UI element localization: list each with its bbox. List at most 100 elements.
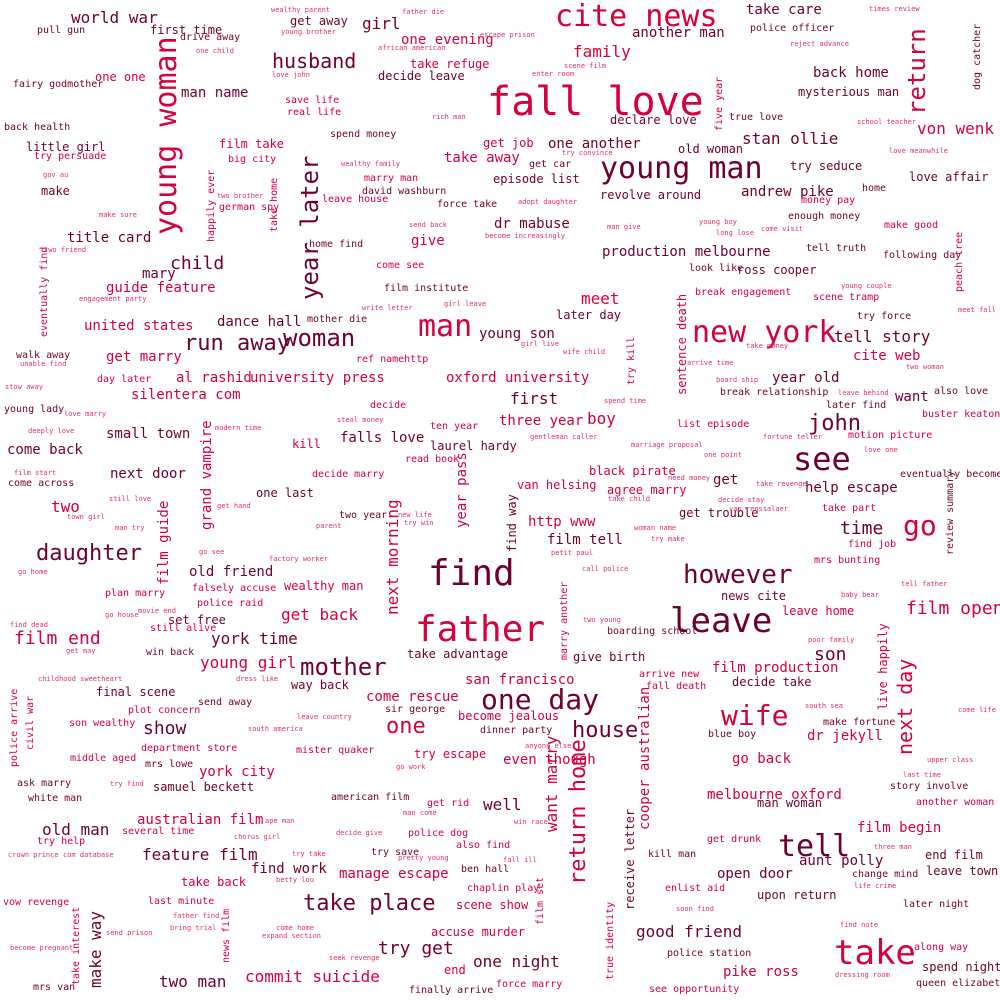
- cloud-word: take away: [444, 150, 520, 166]
- cloud-word: go see: [199, 548, 225, 556]
- cloud-word: eventually become: [900, 469, 1000, 480]
- cloud-word: university press: [250, 370, 385, 386]
- cloud-word: decide take: [732, 675, 812, 689]
- cloud-word: walk away: [16, 350, 71, 361]
- cloud-word: blue boy: [708, 729, 757, 740]
- cloud-word: school teacher: [857, 118, 917, 126]
- cloud-word: oxford university: [446, 370, 590, 386]
- cloud-word: agree marry: [607, 483, 687, 497]
- cloud-word: real life: [287, 107, 342, 118]
- cloud-word: take home: [269, 177, 280, 232]
- cloud-word: ten year: [430, 421, 479, 432]
- cloud-word: get hand: [217, 502, 251, 510]
- cloud-word: still love: [109, 495, 152, 503]
- cloud-word: soon find: [676, 905, 714, 913]
- cloud-word: fall love: [487, 79, 704, 125]
- cloud-word: well: [483, 795, 522, 814]
- cloud-word: leave town: [926, 864, 999, 878]
- cloud-word: year later: [296, 155, 324, 301]
- cloud-word: however: [683, 560, 793, 590]
- cloud-word: final scene: [96, 685, 176, 699]
- cloud-word: cooper australian: [637, 686, 653, 830]
- cloud-word: return: [903, 28, 931, 115]
- cloud-word: young son: [479, 326, 555, 342]
- cloud-word: mrs van: [33, 982, 76, 993]
- cloud-word: cite news: [555, 0, 718, 34]
- cloud-word: boy: [587, 409, 616, 428]
- cloud-word: petit paul: [551, 549, 594, 557]
- cloud-word: day later: [97, 374, 152, 385]
- cloud-word: pretty young: [398, 854, 449, 862]
- cloud-word: story involve: [890, 781, 969, 792]
- cloud-word: production melbourne: [602, 244, 771, 260]
- cloud-word: save life: [285, 95, 340, 106]
- cloud-word: york city: [199, 764, 275, 780]
- cloud-word: two young: [583, 616, 621, 624]
- cloud-word: mother die: [307, 314, 368, 325]
- cloud-word: take interest: [71, 906, 82, 985]
- cloud-word: news cite: [721, 589, 787, 603]
- cloud-word: girl live: [521, 340, 559, 348]
- cloud-word: steal money: [337, 416, 384, 424]
- cloud-word: fall death: [646, 681, 707, 692]
- cloud-word: end: [444, 963, 466, 977]
- cloud-word: pike ross: [723, 964, 799, 980]
- cloud-word: http www: [528, 514, 596, 530]
- cloud-word: live happily: [876, 623, 890, 710]
- cloud-word: dog catcher: [972, 23, 983, 90]
- cloud-word: falsely accuse: [192, 583, 277, 594]
- cloud-word: grand vampire: [199, 420, 215, 530]
- cloud-word: family: [573, 42, 631, 61]
- cloud-word: year pass: [454, 452, 470, 528]
- cloud-word: send prison: [106, 929, 153, 937]
- cloud-word: parent: [316, 522, 342, 530]
- cloud-word: von wenk: [917, 119, 995, 138]
- cloud-word: film take: [219, 137, 285, 151]
- cloud-word: young brother: [281, 28, 336, 36]
- cloud-word: make fortune: [823, 717, 896, 728]
- cloud-word: back home: [813, 65, 889, 81]
- cloud-word: peach tree: [954, 231, 965, 292]
- cloud-word: love affair: [909, 170, 989, 184]
- cloud-word: spend time: [604, 397, 647, 405]
- cloud-word: fortune teller: [763, 433, 823, 441]
- cloud-word: wealthy parent: [271, 6, 331, 14]
- cloud-word: van helsing: [517, 478, 597, 492]
- cloud-word: take money: [746, 342, 789, 350]
- cloud-word: episode list: [493, 172, 580, 186]
- cloud-word: one: [386, 714, 426, 739]
- cloud-word: van renssalaer: [729, 505, 789, 513]
- cloud-word: several time: [122, 826, 195, 837]
- cloud-word: crown prince: [8, 851, 59, 859]
- cloud-word: dr jekyll: [807, 728, 883, 744]
- cloud-word: kill: [292, 437, 321, 451]
- cloud-word: plot concern: [128, 705, 201, 716]
- cloud-word: australian film: [137, 812, 264, 828]
- cloud-word: life crime: [854, 882, 897, 890]
- cloud-word: try take: [292, 850, 326, 858]
- cloud-word: even though: [503, 752, 596, 768]
- cloud-word: kill man: [648, 849, 697, 860]
- cloud-word: get marry: [106, 349, 182, 365]
- cloud-word: middle aged: [70, 753, 137, 764]
- cloud-word: old friend: [189, 564, 274, 580]
- cloud-word: get away: [290, 14, 348, 28]
- cloud-word: try force: [857, 311, 912, 322]
- cloud-word: wealthy man: [284, 579, 364, 593]
- cloud-word: david washburn: [362, 186, 447, 197]
- cloud-word: board ship: [716, 376, 759, 384]
- cloud-word: house: [572, 718, 639, 743]
- cloud-word: meet: [581, 289, 620, 308]
- cloud-word: factory worker: [269, 555, 329, 563]
- cloud-word: make way: [86, 910, 105, 988]
- cloud-word: mary: [142, 266, 176, 282]
- cloud-word: find: [428, 553, 515, 594]
- cloud-word: enough money: [788, 211, 861, 222]
- cloud-word: mister quaker: [296, 745, 375, 756]
- cloud-word: try convince: [562, 149, 613, 157]
- cloud-word: dress like: [236, 675, 279, 683]
- cloud-word: german spy: [219, 202, 280, 213]
- cloud-word: expand section: [262, 932, 322, 940]
- cloud-word: tell father: [901, 580, 948, 588]
- cloud-word: get may: [66, 647, 96, 655]
